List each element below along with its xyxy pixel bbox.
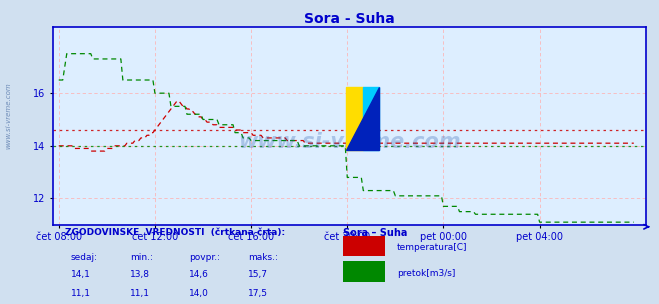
Bar [343, 236, 385, 256]
Text: 11,1: 11,1 [71, 289, 90, 298]
Text: 13,8: 13,8 [130, 270, 150, 279]
Text: povpr.:: povpr.: [189, 253, 220, 261]
Text: ZGODOVINSKE  VREDNOSTI  (črtkana črta):: ZGODOVINSKE VREDNOSTI (črtkana črta): [65, 228, 285, 237]
Text: 15,7: 15,7 [248, 270, 268, 279]
Text: 14,6: 14,6 [189, 270, 209, 279]
Text: min.:: min.: [130, 253, 153, 261]
Text: 17,5: 17,5 [248, 289, 268, 298]
Text: 11,1: 11,1 [130, 289, 150, 298]
Text: 14,1: 14,1 [71, 270, 90, 279]
Text: maks.:: maks.: [248, 253, 278, 261]
Text: www.si-vreme.com: www.si-vreme.com [5, 82, 11, 149]
Text: www.si-vreme.com: www.si-vreme.com [238, 132, 461, 152]
Text: temperatura[C]: temperatura[C] [397, 243, 467, 252]
Text: 14,0: 14,0 [189, 289, 209, 298]
Text: pretok[m3/s]: pretok[m3/s] [397, 268, 455, 278]
Bar [343, 261, 385, 282]
Bar [362, 87, 379, 150]
Text: Sora – Suha: Sora – Suha [343, 228, 408, 238]
Bar [347, 87, 362, 150]
Title: Sora - Suha: Sora - Suha [304, 12, 395, 26]
Text: sedaj:: sedaj: [71, 253, 98, 261]
Polygon shape [347, 87, 379, 150]
